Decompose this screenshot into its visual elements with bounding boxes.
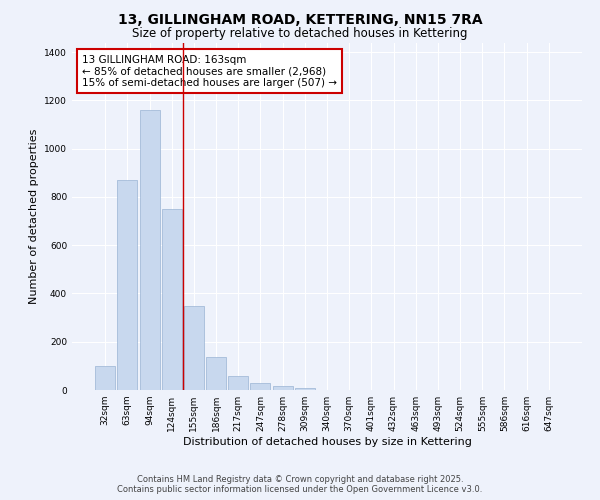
- Text: 13 GILLINGHAM ROAD: 163sqm
← 85% of detached houses are smaller (2,968)
15% of s: 13 GILLINGHAM ROAD: 163sqm ← 85% of deta…: [82, 54, 337, 88]
- Bar: [95, 366, 115, 390]
- Y-axis label: Number of detached properties: Number of detached properties: [29, 128, 38, 304]
- Bar: [295, 388, 315, 390]
- Bar: [140, 110, 160, 390]
- Bar: [228, 376, 248, 390]
- Text: Contains HM Land Registry data © Crown copyright and database right 2025.
Contai: Contains HM Land Registry data © Crown c…: [118, 474, 482, 494]
- Bar: [184, 306, 204, 390]
- Text: Size of property relative to detached houses in Kettering: Size of property relative to detached ho…: [132, 28, 468, 40]
- Bar: [118, 180, 137, 390]
- Bar: [250, 383, 271, 390]
- Bar: [272, 386, 293, 390]
- Bar: [206, 358, 226, 390]
- Text: 13, GILLINGHAM ROAD, KETTERING, NN15 7RA: 13, GILLINGHAM ROAD, KETTERING, NN15 7RA: [118, 12, 482, 26]
- X-axis label: Distribution of detached houses by size in Kettering: Distribution of detached houses by size …: [182, 437, 472, 447]
- Bar: [162, 209, 182, 390]
